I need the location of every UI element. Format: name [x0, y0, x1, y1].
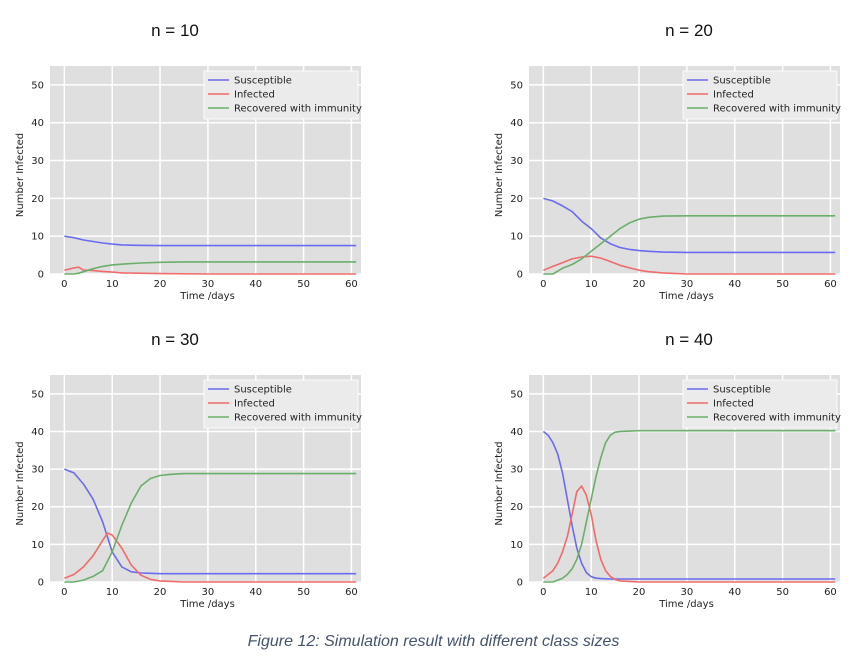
x-tick-label: 50 [776, 279, 789, 290]
legend-entry: Infected [713, 399, 754, 410]
y-tick-label: 50 [31, 389, 44, 400]
x-tick-label: 0 [540, 279, 546, 290]
legend-entry: Recovered with immunity [234, 413, 362, 424]
x-tick-label: 20 [633, 279, 646, 290]
legend-entry: Infected [234, 90, 275, 101]
y-tick-label: 0 [38, 578, 44, 589]
x-tick-label: 60 [345, 587, 358, 598]
x-tick-label: 50 [297, 279, 310, 290]
series-line-infected [64, 266, 357, 275]
x-tick-label: 40 [249, 587, 262, 598]
y-tick-label: 0 [517, 578, 523, 589]
subplot-title: n = 40 [665, 330, 713, 349]
y-tick-label: 10 [31, 232, 44, 243]
x-tick-label: 20 [154, 587, 167, 598]
x-tick-label: 30 [681, 587, 694, 598]
x-tick-label: 50 [776, 587, 789, 598]
legend-box [682, 70, 838, 120]
x-axis-label: Time /days [658, 599, 714, 610]
x-tick-label: 0 [61, 279, 67, 290]
x-tick-label: 10 [106, 587, 119, 598]
y-tick-label: 10 [510, 232, 523, 243]
series-line-recovered-with-immunity [64, 261, 357, 275]
x-tick-label: 20 [154, 279, 167, 290]
legend-entry: Infected [713, 90, 754, 101]
series-line-infected [64, 532, 357, 583]
x-tick-label: 50 [297, 587, 310, 598]
x-tick-label: 30 [202, 587, 215, 598]
subplot-1: 0 10 20 30 40 50 60 0 10 20 30 40 50 n = 10 Time /days… [15, 21, 362, 302]
x-axis-label: Time /days [658, 291, 714, 302]
subplot-4: 0 10 20 30 40 50 60 0 10 20 30 40 50 n = 40 Time /days… [494, 330, 841, 610]
legend-box [203, 70, 359, 120]
subplot-title: n = 30 [151, 330, 199, 349]
y-axis-label: Number Infected [494, 133, 505, 217]
x-tick-label: 10 [585, 587, 598, 598]
series-line-recovered-with-immunity [543, 215, 836, 275]
x-tick-label: 10 [106, 279, 119, 290]
y-tick-label: 50 [31, 80, 44, 91]
y-tick-label: 30 [31, 156, 44, 167]
series-line-infected [543, 255, 836, 275]
y-tick-label: 30 [510, 156, 523, 167]
series-line-susceptible [543, 197, 836, 254]
legend-entry: Recovered with immunity [713, 104, 841, 115]
x-axis-label: Time /days [179, 599, 235, 610]
x-tick-label: 60 [824, 279, 837, 290]
legend-entry: Susceptible [713, 385, 771, 396]
x-tick-label: 0 [61, 587, 67, 598]
legend-entry: Infected [234, 399, 275, 410]
x-tick-label: 20 [633, 587, 646, 598]
subplot-2: 0 10 20 30 40 50 60 0 10 20 30 40 50 n = 20 Time /days… [494, 21, 841, 302]
y-axis-label: Number Infected [15, 133, 26, 217]
y-tick-label: 40 [510, 118, 523, 129]
y-tick-label: 40 [31, 118, 44, 129]
y-tick-label: 30 [510, 465, 523, 476]
x-tick-label: 40 [249, 279, 262, 290]
series-line-susceptible [64, 468, 357, 575]
y-axis-label: Number Infected [15, 441, 26, 525]
subplot-title: n = 20 [665, 21, 713, 40]
x-tick-label: 60 [824, 587, 837, 598]
figure-canvas: 0 10 20 30 40 50 60 0 10 20 30 40 50 n = 10 Time /days… [15, 21, 841, 610]
y-tick-label: 20 [31, 502, 44, 513]
y-tick-label: 20 [510, 194, 523, 205]
legend-box [203, 379, 359, 429]
legend-entry: Susceptible [234, 385, 292, 396]
legend-box [682, 379, 838, 429]
x-tick-label: 0 [540, 587, 546, 598]
x-tick-label: 30 [202, 279, 215, 290]
y-tick-label: 40 [510, 427, 523, 438]
series-line-susceptible [542, 430, 836, 580]
y-tick-label: 20 [510, 502, 523, 513]
series-line-infected [542, 485, 836, 583]
figure-caption: Figure 12: Simulation result with differ… [247, 633, 620, 650]
y-tick-label: 50 [510, 389, 523, 400]
legend-entry: Susceptible [234, 76, 292, 87]
subplot-3: 0 10 20 30 40 50 60 0 10 20 30 40 50 n = 30 Time /days… [15, 330, 362, 610]
y-axis-label: Number Infected [494, 441, 505, 525]
x-axis-label: Time /days [179, 291, 235, 302]
legend-entry: Recovered with immunity [713, 413, 841, 424]
y-tick-label: 0 [38, 270, 44, 281]
legend-entry: Recovered with immunity [234, 104, 362, 115]
subplot-title: n = 10 [151, 21, 199, 40]
y-tick-label: 0 [517, 270, 523, 281]
x-tick-label: 40 [728, 587, 741, 598]
y-tick-label: 10 [510, 540, 523, 551]
series-line-recovered-with-immunity [64, 472, 357, 583]
x-tick-label: 30 [681, 279, 694, 290]
series-line-recovered-with-immunity [543, 429, 836, 583]
x-tick-label: 60 [345, 279, 358, 290]
x-tick-label: 40 [728, 279, 741, 290]
y-tick-label: 20 [31, 194, 44, 205]
x-tick-label: 10 [585, 279, 598, 290]
y-tick-label: 40 [31, 427, 44, 438]
y-tick-label: 30 [31, 465, 44, 476]
y-tick-label: 50 [510, 80, 523, 91]
series-line-susceptible [64, 235, 357, 247]
legend-entry: Susceptible [713, 76, 771, 87]
y-tick-label: 10 [31, 540, 44, 551]
